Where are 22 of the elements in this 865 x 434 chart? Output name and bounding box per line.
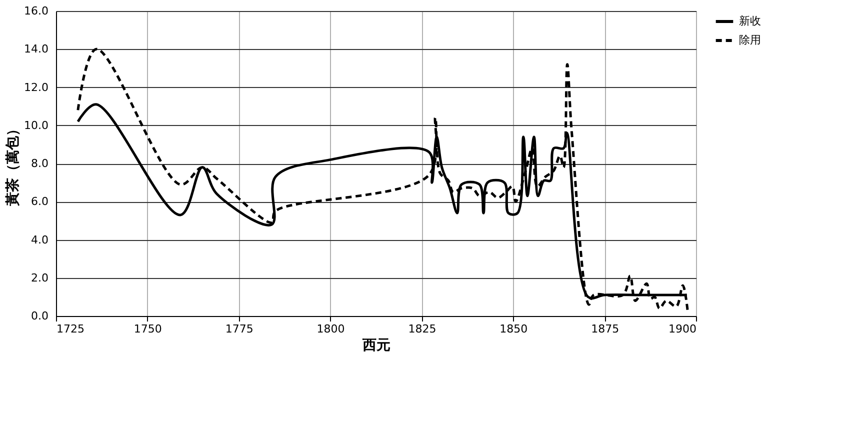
y-axis-title: 黃茶（萬包）: [5, 122, 22, 207]
legend-label: 除用: [739, 34, 761, 46]
x-tick-label: 1775: [225, 322, 254, 336]
x-tick-label: 1725: [56, 322, 84, 336]
y-tick-label: 12.0: [24, 80, 48, 94]
y-tick-label: 10.0: [24, 118, 48, 132]
line-series: [76, 48, 689, 312]
y-tick-label: 14.0: [24, 42, 48, 56]
x-tick-label: 1850: [500, 322, 528, 336]
x-tick-label: 1875: [591, 322, 620, 336]
x-tick-label: 1900: [668, 322, 696, 336]
y-tick-label: 16.0: [24, 4, 48, 18]
legend-label: 新收: [739, 14, 761, 28]
x-tick-label: 1800: [316, 322, 345, 336]
y-tick-label: 8.0: [31, 157, 48, 170]
y-tick-label: 2.0: [31, 271, 48, 284]
y-tick-label: 6.0: [31, 195, 48, 208]
y-tick-label: 0.0: [31, 310, 48, 322]
x-axis-title: 西元: [362, 338, 390, 354]
y-tick-label: 4.0: [31, 233, 48, 246]
x-tick-label: 1750: [134, 322, 162, 336]
x-tick-label: 1825: [408, 322, 436, 336]
